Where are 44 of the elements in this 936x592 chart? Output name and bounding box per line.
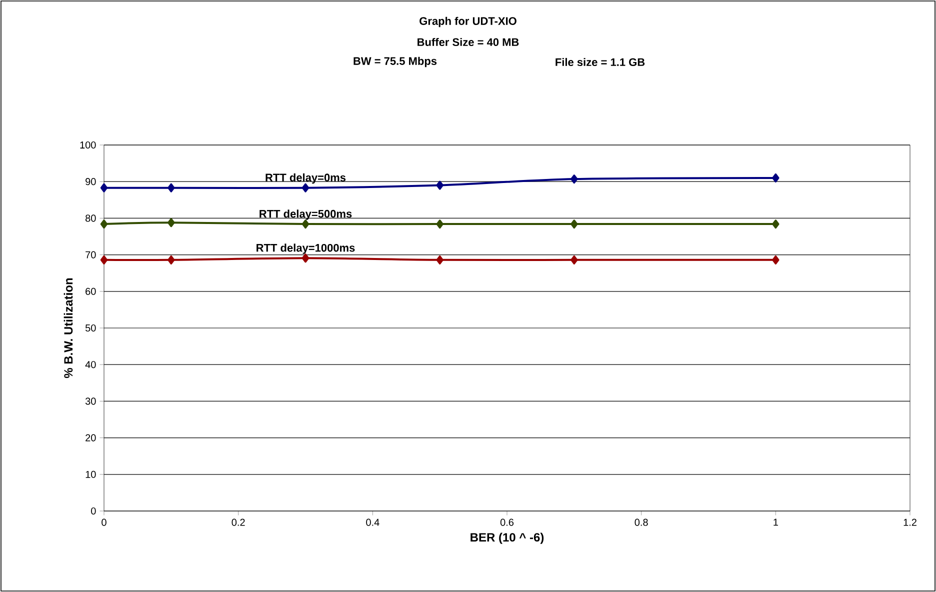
y-tick-label: 20 [86,434,96,442]
x-tick-label: 1 [774,518,778,526]
x-axis-title: BER (10 ^ -6) [470,532,544,544]
point [100,183,108,192]
point [570,174,578,184]
x-tick-label: 0 [102,518,106,526]
series-label: RTT delay=500ms [260,210,352,220]
chart-title: Graph for UDT-XIO [420,16,516,28]
y-tick-label: 80 [86,214,96,222]
x-tick-label: 1.2 [904,518,916,526]
y-axis-title: % B.W. Utilization [64,278,73,378]
y-tick-label: 30 [85,398,96,405]
y-tick-label: 0 [91,507,96,515]
point [302,220,310,229]
point [100,220,108,229]
point [772,220,780,229]
point [168,183,175,192]
point [436,180,444,190]
chart-subtitle: Buffer Size = 40 MB [418,38,519,46]
point [772,255,780,264]
text: File size = 1.1 GB [556,58,645,66]
point [772,173,780,182]
y-tick-label: 40 [85,361,96,368]
x-tick-label: 0.4 [366,518,380,526]
point [302,254,310,263]
y-tick-label: 50 [85,324,96,332]
y-tick-label: 70 [86,251,96,258]
y-tick-label: 60 [86,288,96,295]
x-tick-label: 0.2 [232,518,245,526]
x-tick-label: 0.8 [634,518,648,526]
y-tick-label: 90 [86,178,96,186]
text: BW = 75.5 Mbps [354,56,437,68]
point [436,255,444,264]
point [570,255,578,264]
point [168,255,175,264]
x-tick-label: 0.6 [500,518,514,526]
point [570,220,578,229]
point [100,255,108,264]
point [168,218,175,228]
y-tick-label: 100 [80,141,96,149]
series-label: RTT delay=1000ms [256,244,355,254]
point [436,220,444,229]
y-tick-label: 10 [86,470,96,478]
series-label: RTT delay=0ms [266,173,346,184]
